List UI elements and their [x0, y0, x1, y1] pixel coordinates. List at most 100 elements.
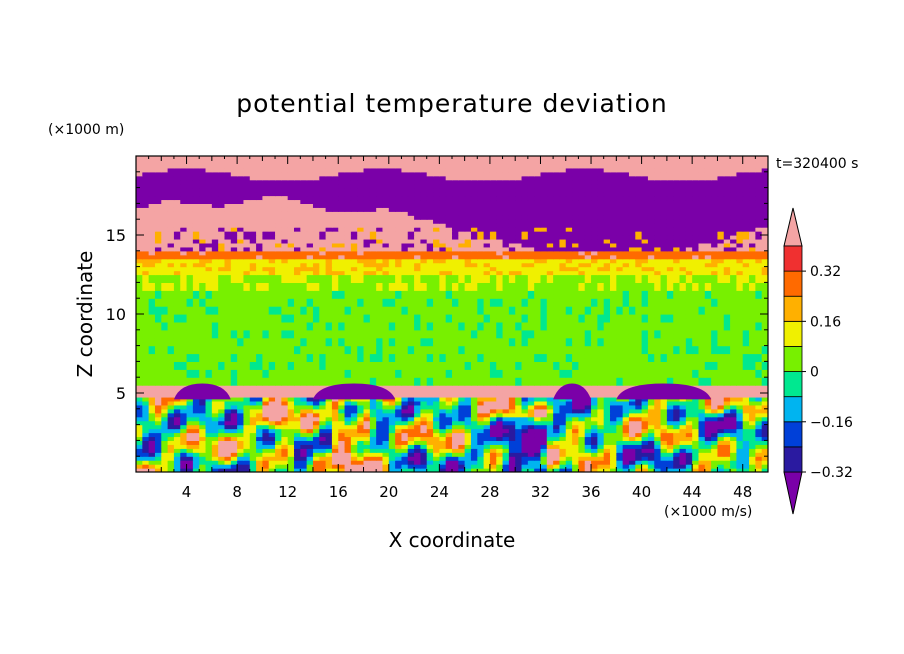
contour-cell — [388, 365, 396, 370]
contour-cell — [673, 444, 681, 449]
contour-cell — [666, 329, 674, 335]
contour-cell — [749, 349, 756, 355]
contour-cell — [256, 428, 263, 434]
contour-cell — [237, 468, 245, 472]
contour-cell — [591, 310, 598, 315]
contour-cell — [654, 424, 662, 430]
contour-cell — [407, 365, 415, 370]
contour-cell — [161, 448, 169, 453]
contour-cell — [723, 369, 731, 374]
contour-cell — [654, 444, 662, 449]
contour-cell — [180, 381, 188, 386]
contour-cell — [350, 294, 358, 299]
contour-cell — [407, 456, 415, 461]
contour-cell — [287, 440, 295, 445]
contour-cell — [218, 412, 226, 418]
contour-cell — [338, 420, 346, 426]
contour-cell — [243, 444, 251, 449]
contour-cell — [173, 317, 181, 323]
contour-cell — [616, 464, 624, 469]
contour-cell — [376, 306, 384, 311]
contour-cell — [711, 424, 719, 430]
contour-cell — [458, 345, 466, 351]
contour-cell — [268, 325, 276, 331]
contour-cell — [515, 464, 523, 469]
contour-cell — [616, 424, 624, 430]
contour-cell — [350, 317, 358, 323]
contour-cell — [464, 412, 472, 418]
contour-cell — [673, 282, 681, 287]
contour-cell — [635, 333, 643, 339]
contour-cell — [338, 353, 346, 359]
contour-cell — [559, 460, 567, 465]
contour-cell — [591, 337, 598, 343]
contour-cell — [508, 317, 516, 323]
contour-cell — [546, 282, 554, 287]
contour-cell — [647, 428, 655, 434]
contour-cell — [382, 468, 390, 472]
contour-cell — [433, 325, 440, 331]
contour-cell — [161, 460, 169, 465]
contour-cell — [635, 294, 643, 299]
contour-cell — [161, 329, 169, 335]
contour-cell — [622, 385, 630, 390]
contour-cell — [363, 310, 371, 315]
contour-cell — [395, 357, 403, 362]
contour-cell — [439, 317, 447, 323]
contour-cell — [515, 412, 523, 418]
contour-cell — [458, 464, 466, 469]
contour-cell — [559, 365, 567, 370]
contour-cell — [167, 420, 175, 426]
contour-cell — [584, 428, 592, 434]
contour-cell — [161, 373, 169, 378]
contour-cell — [230, 278, 238, 283]
contour-cell — [439, 448, 447, 453]
contour-cell — [350, 329, 358, 335]
contour-cell — [496, 381, 504, 386]
contour-cell — [395, 416, 403, 422]
contour-cell — [635, 290, 643, 295]
contour-cell — [540, 428, 548, 434]
contour-cell — [294, 286, 301, 291]
contour-cell — [205, 337, 213, 343]
contour-cell — [452, 353, 459, 359]
contour-cell — [477, 306, 485, 311]
contour-cell — [237, 408, 245, 414]
contour-cell — [325, 294, 333, 299]
contour-cell — [420, 278, 428, 283]
contour-cell — [344, 274, 352, 280]
contour-cell — [502, 396, 510, 402]
contour-cell — [622, 341, 630, 347]
contour-cell — [439, 396, 447, 402]
contour-cell — [395, 385, 403, 390]
contour-cell — [464, 290, 472, 295]
contour-cell — [344, 460, 352, 465]
contour-cell — [736, 361, 744, 366]
contour-cell — [249, 310, 257, 315]
contour-cell — [300, 278, 308, 283]
contour-cell — [363, 317, 371, 323]
contour-cell — [249, 317, 257, 323]
contour-cell — [161, 357, 169, 362]
contour-cell — [161, 432, 169, 438]
contour-cell — [395, 278, 403, 283]
contour-cell — [730, 361, 737, 366]
contour-cell — [553, 432, 561, 438]
contour-cell — [154, 361, 162, 366]
contour-cell — [483, 456, 491, 461]
contour-cell — [186, 294, 194, 299]
contour-cell — [483, 310, 491, 315]
contour-cell — [376, 333, 384, 339]
contour-cell — [755, 361, 763, 366]
contour-cell — [256, 294, 263, 299]
contour-cell — [173, 381, 181, 386]
contour-cell — [382, 314, 390, 319]
contour-cell — [521, 317, 529, 323]
contour-cell — [527, 317, 535, 323]
contour-cell — [395, 325, 403, 331]
contour-cell — [635, 400, 643, 406]
contour-cell — [401, 349, 409, 355]
contour-cell — [262, 436, 270, 441]
contour-cell — [559, 345, 567, 351]
contour-cell — [603, 317, 611, 323]
